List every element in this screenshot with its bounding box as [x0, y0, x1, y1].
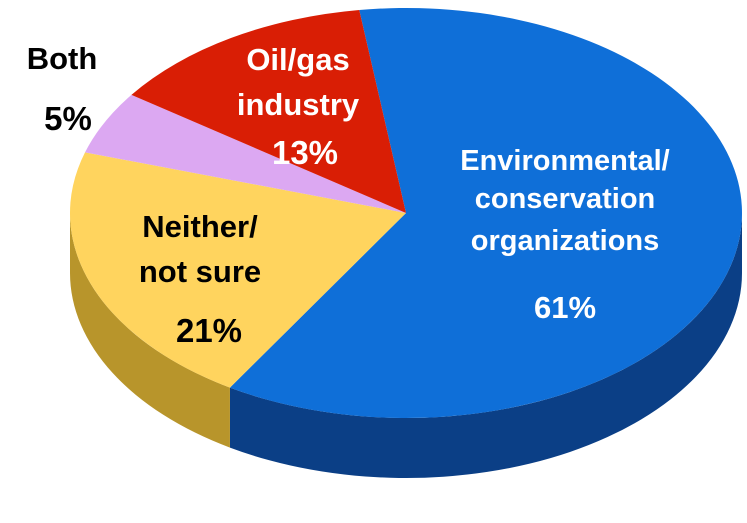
pie-slice	[69, 152, 406, 388]
slice-value-label: 61%	[534, 290, 596, 325]
slice-label: Both	[27, 41, 98, 76]
slice-value-label: 13%	[272, 134, 338, 171]
slice-label: not sure	[139, 254, 261, 289]
slice-label: Oil/gas	[246, 42, 349, 77]
slice-label: industry	[237, 87, 360, 122]
slice-label: Environmental/	[460, 145, 670, 177]
pie-slice-side	[70, 213, 230, 448]
slice-label: organizations	[471, 225, 660, 257]
pie-slice-side	[229, 213, 742, 478]
slice-label: Neither/	[142, 209, 258, 244]
pie-slice	[85, 94, 406, 213]
pie-slice	[131, 9, 406, 214]
pie-slice	[229, 8, 742, 419]
pie-sides	[70, 213, 742, 478]
slice-value-label: 5%	[44, 100, 92, 137]
pie-slices	[69, 8, 742, 419]
pie-labels: Environmental/conservation organizations 6…	[27, 41, 670, 349]
slice-value-label: 21%	[176, 312, 242, 349]
slice-label: conservation	[475, 183, 656, 215]
